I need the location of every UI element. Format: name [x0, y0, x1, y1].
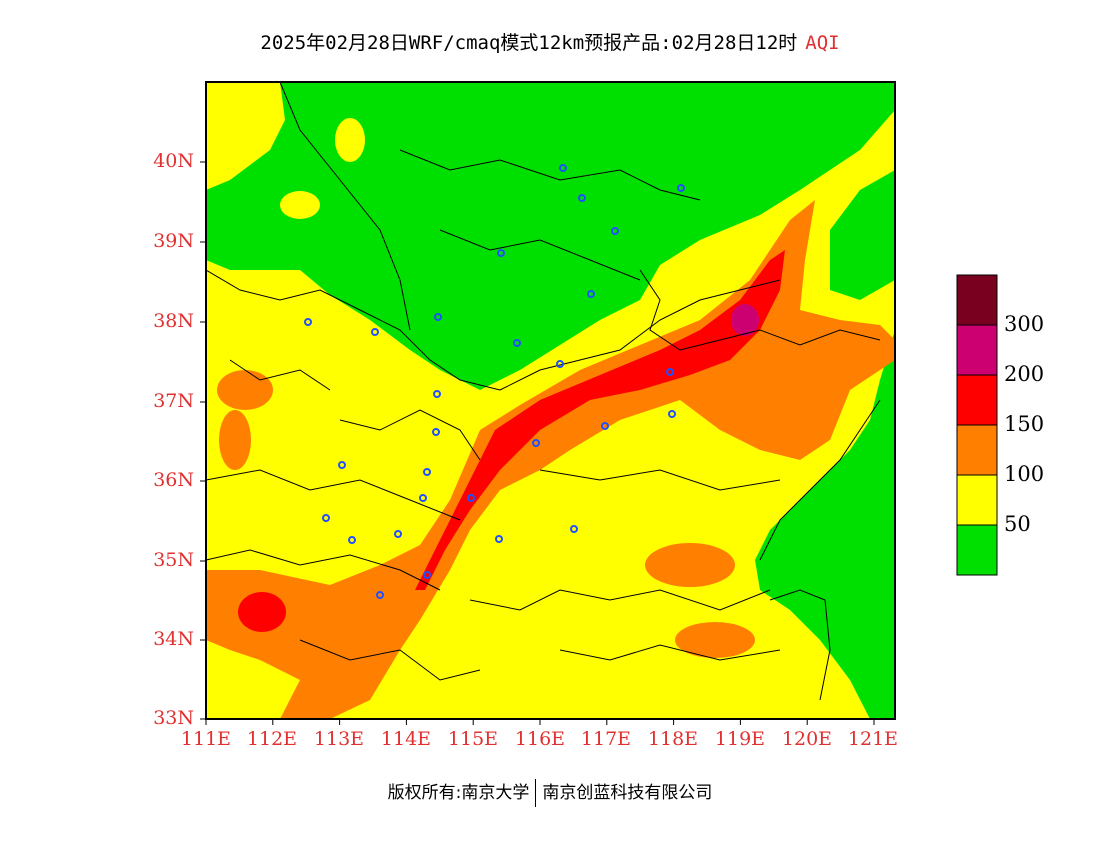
lon-label: 112E: [246, 728, 298, 750]
lat-label: 37N: [153, 390, 194, 412]
lon-label: 115E: [447, 728, 499, 750]
lat-label: 39N: [153, 230, 194, 252]
legend-label: 150: [1004, 412, 1045, 436]
legend-label: 200: [1004, 362, 1045, 386]
lon-label: 117E: [580, 728, 632, 750]
copyright-left: 版权所有:南京大学: [387, 783, 530, 803]
lon-label: 118E: [647, 728, 699, 750]
lat-label: 36N: [153, 469, 194, 491]
legend-label: 100: [1004, 462, 1045, 486]
lon-label: 116E: [514, 728, 566, 750]
lat-label: 40N: [153, 150, 194, 172]
lat-label: 33N: [153, 707, 194, 729]
legend-bar: [956, 274, 998, 576]
copyright-right: 南京创蓝科技有限公司: [542, 783, 713, 803]
lon-label: 119E: [714, 728, 766, 750]
lon-label: 111E: [180, 728, 232, 750]
lat-label: 35N: [153, 549, 194, 571]
city-markers: [304, 164, 685, 599]
aqi-field: [206, 82, 895, 719]
legend-label: 300: [1004, 312, 1045, 336]
boundary-lines: [206, 82, 881, 701]
lon-label: 120E: [781, 728, 833, 750]
product-label: AQI: [805, 32, 840, 54]
legend-label: 50: [1004, 512, 1031, 536]
copyright-footer: 版权所有:南京大学 南京创蓝科技有限公司: [0, 778, 1100, 807]
lat-label: 34N: [153, 628, 194, 650]
lon-label: 121E: [847, 728, 899, 750]
footer-divider: [535, 779, 537, 807]
lat-label: 38N: [153, 310, 194, 332]
axis-ticks: [200, 161, 875, 725]
lon-label: 113E: [313, 728, 365, 750]
map-title: 2025年02月28日WRF/cmaq模式12km预报产品:02月28日12时 A…: [0, 28, 1100, 55]
lon-label: 114E: [380, 728, 432, 750]
map-frame: [205, 81, 896, 720]
title-text: 2025年02月28日WRF/cmaq模式12km预报产品:02月28日12时: [260, 32, 798, 54]
